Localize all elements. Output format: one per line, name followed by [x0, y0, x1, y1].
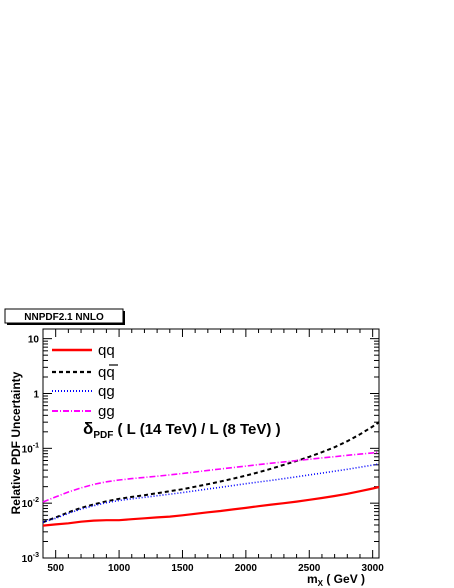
formula-subscript: PDF: [93, 430, 113, 441]
series-line-2: [42, 421, 380, 524]
y-tick-exponent: -1: [33, 442, 39, 449]
x-tick-label: 2000: [235, 563, 258, 574]
y-tick-base: 10: [22, 499, 34, 510]
formula-text: ( L (14 TeV) / L (8 TeV) ): [113, 421, 280, 438]
plot-frame: [42, 328, 380, 559]
y-tick-label: 10-1: [22, 442, 39, 455]
x-axis-title-main: m: [307, 572, 318, 586]
x-tick-label: 1000: [108, 563, 131, 574]
x-tick-label: 1500: [171, 563, 194, 574]
legend-label: gg: [98, 403, 115, 420]
x-axis-title-sub: X: [318, 579, 324, 588]
formula-annotation: δPDF ( L (14 TeV) / L (8 TeV) ): [83, 419, 281, 441]
series-line-4: [42, 451, 380, 503]
y-tick-label: 10-3: [22, 552, 39, 565]
x-tick-label: 500: [47, 563, 64, 574]
title-box-label: NNPDF2.1 NNLO: [24, 312, 104, 323]
y-tick-base: 10: [28, 335, 40, 346]
y-tick-base: 10: [22, 444, 34, 455]
y-tick-base: 1: [33, 389, 39, 400]
series-line-3: [42, 463, 380, 523]
legend-label: qg: [98, 383, 115, 400]
y-tick-label: 10-2: [22, 497, 39, 510]
x-axis-title: mX ( GeV ): [307, 572, 365, 588]
legend: qq qq qg gg: [52, 342, 118, 420]
y-tick-base: 10: [22, 554, 34, 565]
title-box: NNPDF2.1 NNLO: [4, 308, 125, 325]
x-axis-title-unit: ( GeV ): [323, 572, 365, 586]
series-line-1: [42, 485, 380, 527]
y-tick-exponent: -2: [33, 497, 39, 504]
y-axis-title: Relative PDF Uncertainty: [9, 371, 23, 514]
x-tick-label: 2500: [298, 563, 321, 574]
series-layer: [42, 421, 380, 527]
x-tick-label: 3000: [362, 563, 385, 574]
formula-delta: δ: [83, 419, 93, 438]
legend-label: qq: [98, 364, 115, 381]
legend-label: qq: [98, 342, 115, 359]
y-tick-exponent: -3: [33, 552, 39, 559]
y-tick-label: 10: [28, 335, 40, 346]
y-tick-label: 1: [33, 389, 39, 400]
